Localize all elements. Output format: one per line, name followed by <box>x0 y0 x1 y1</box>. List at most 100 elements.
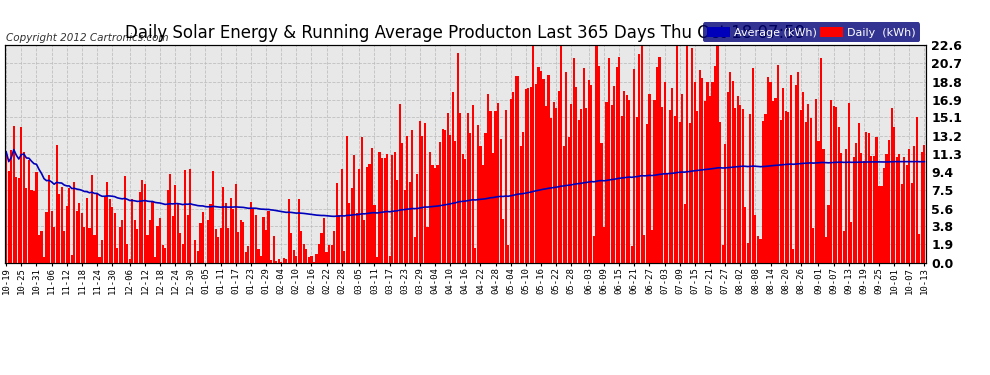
Bar <box>378 152 380 262</box>
Bar <box>572 58 575 262</box>
Bar <box>437 165 439 262</box>
Bar <box>779 120 782 262</box>
Bar <box>267 210 269 262</box>
Bar <box>818 141 820 262</box>
Bar <box>399 105 401 262</box>
Bar <box>921 152 923 262</box>
Bar <box>608 58 610 262</box>
Bar <box>272 236 274 262</box>
Bar <box>676 46 678 262</box>
Bar <box>394 152 396 262</box>
Bar <box>704 101 706 262</box>
Bar <box>401 144 403 262</box>
Bar <box>835 107 838 262</box>
Bar <box>575 87 577 262</box>
Bar <box>815 99 817 262</box>
Bar <box>446 112 448 262</box>
Bar <box>310 256 313 262</box>
Bar <box>212 171 214 262</box>
Bar <box>360 137 363 262</box>
Bar <box>805 122 807 262</box>
Bar <box>653 100 655 262</box>
Bar <box>31 190 33 262</box>
Bar <box>868 133 870 262</box>
Bar <box>101 240 103 262</box>
Bar <box>290 233 292 262</box>
Bar <box>386 154 388 262</box>
Bar <box>911 183 913 262</box>
Bar <box>119 226 121 262</box>
Bar <box>33 192 35 262</box>
Bar <box>724 144 727 262</box>
Bar <box>862 161 865 262</box>
Bar <box>833 106 835 262</box>
Bar <box>147 235 148 262</box>
Bar <box>737 96 739 262</box>
Bar <box>616 68 618 262</box>
Bar <box>759 239 761 262</box>
Bar <box>182 244 184 262</box>
Bar <box>318 244 320 262</box>
Bar <box>740 105 742 262</box>
Bar <box>366 168 368 262</box>
Bar <box>68 188 70 262</box>
Bar <box>285 259 287 262</box>
Bar <box>595 46 598 262</box>
Bar <box>451 92 453 262</box>
Bar <box>588 80 590 262</box>
Bar <box>903 156 905 262</box>
Bar <box>339 214 341 262</box>
Bar <box>184 170 186 262</box>
Bar <box>732 81 734 262</box>
Bar <box>114 213 116 262</box>
Bar <box>634 69 636 262</box>
Bar <box>18 178 20 262</box>
Bar <box>644 235 645 262</box>
Bar <box>658 57 660 262</box>
Bar <box>373 205 375 262</box>
Bar <box>552 102 554 262</box>
Bar <box>865 132 867 262</box>
Bar <box>855 143 857 262</box>
Bar <box>13 126 15 262</box>
Bar <box>613 86 615 262</box>
Bar <box>316 254 318 262</box>
Bar <box>355 213 358 262</box>
Bar <box>166 190 168 262</box>
Bar <box>368 164 370 262</box>
Bar <box>500 139 502 262</box>
Bar <box>139 192 141 262</box>
Bar <box>913 146 916 262</box>
Bar <box>20 127 23 262</box>
Bar <box>174 185 176 262</box>
Bar <box>565 72 567 262</box>
Bar <box>601 142 603 262</box>
Bar <box>648 94 650 262</box>
Bar <box>489 111 492 262</box>
Bar <box>875 136 877 262</box>
Bar <box>414 237 416 262</box>
Bar <box>842 231 844 262</box>
Bar <box>449 135 451 262</box>
Bar <box>26 189 28 262</box>
Bar <box>406 136 408 262</box>
Bar <box>712 82 714 262</box>
Bar <box>159 218 161 262</box>
Bar <box>916 117 918 262</box>
Bar <box>93 235 96 262</box>
Bar <box>520 146 522 262</box>
Bar <box>270 261 272 262</box>
Bar <box>217 237 219 262</box>
Bar <box>850 222 852 262</box>
Bar <box>593 236 595 262</box>
Bar <box>240 220 242 262</box>
Bar <box>631 246 633 262</box>
Bar <box>429 152 431 262</box>
Bar <box>5 152 7 262</box>
Bar <box>699 70 701 262</box>
Bar <box>656 67 658 262</box>
Bar <box>396 180 398 262</box>
Bar <box>474 248 476 262</box>
Bar <box>533 46 535 262</box>
Bar <box>222 187 224 262</box>
